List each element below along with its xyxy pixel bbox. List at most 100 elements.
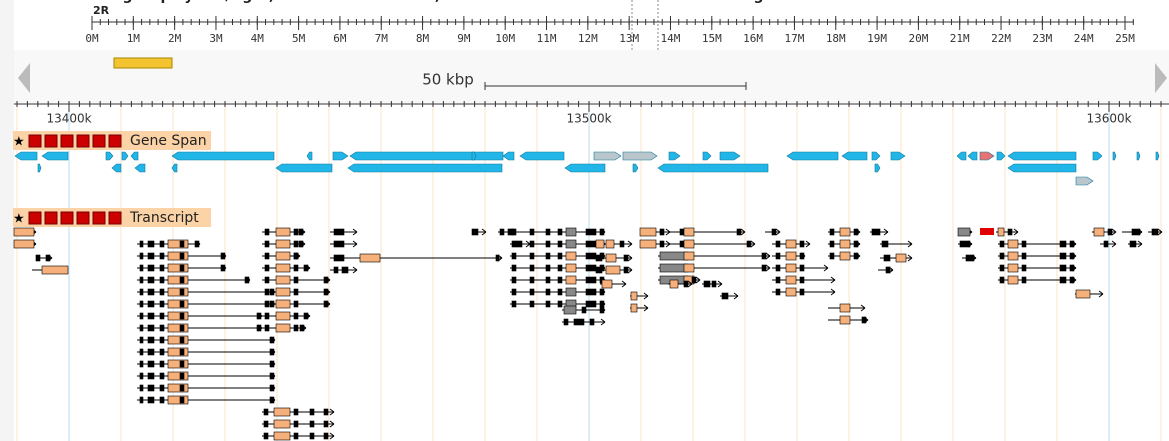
exon xyxy=(275,323,291,333)
track-button xyxy=(76,134,90,148)
exon xyxy=(333,254,341,262)
exon xyxy=(147,264,155,272)
exon xyxy=(323,288,329,296)
gene-span xyxy=(502,151,515,161)
scroll-right[interactable] xyxy=(1155,63,1167,93)
exon xyxy=(1069,252,1075,260)
exon xyxy=(139,264,144,272)
feature-area xyxy=(13,104,1163,441)
exon xyxy=(761,264,767,272)
exon xyxy=(309,408,315,416)
exon xyxy=(309,420,315,428)
strand-arrow xyxy=(830,288,836,296)
exon xyxy=(529,300,535,308)
exon xyxy=(264,324,270,332)
exon xyxy=(179,312,185,320)
exon xyxy=(139,276,144,284)
exon xyxy=(269,336,275,344)
exon xyxy=(293,324,299,332)
exon xyxy=(683,280,689,288)
strand-arrow xyxy=(695,276,701,284)
gene-span xyxy=(871,151,881,161)
track-name[interactable]: Transcript xyxy=(129,210,199,226)
exon xyxy=(511,264,517,272)
exon xyxy=(605,253,617,263)
exon xyxy=(775,264,781,272)
exon xyxy=(1059,252,1067,260)
exon xyxy=(167,359,189,369)
exon xyxy=(601,279,613,289)
exon xyxy=(139,372,144,380)
gene-span xyxy=(956,151,967,161)
exon xyxy=(179,324,185,332)
strand-arrow xyxy=(1013,228,1019,236)
exon xyxy=(323,420,329,428)
exon xyxy=(179,264,185,272)
exon xyxy=(573,318,585,326)
exon xyxy=(557,252,563,260)
exon xyxy=(799,276,805,284)
strand-arrow xyxy=(750,240,756,248)
track-name[interactable]: Gene Span xyxy=(130,133,207,149)
exon xyxy=(639,227,657,237)
strand-arrow xyxy=(627,240,633,248)
strand-arrow xyxy=(352,240,358,248)
gene-span xyxy=(471,151,477,161)
exon xyxy=(565,287,577,297)
exon xyxy=(293,312,299,320)
exon xyxy=(220,264,226,272)
exon xyxy=(1021,264,1027,272)
exon xyxy=(529,228,535,236)
exon xyxy=(139,384,144,392)
exon xyxy=(341,266,349,274)
overview-tick-label: 4M xyxy=(251,32,265,45)
track-star: ★ xyxy=(13,135,25,150)
detail-tick-label: 13500k xyxy=(566,112,611,126)
exon xyxy=(333,228,345,236)
gene-span xyxy=(657,163,769,173)
scale-label: 50 kbp xyxy=(422,71,474,89)
exon xyxy=(275,275,291,285)
exon xyxy=(529,276,535,284)
exon xyxy=(1069,240,1075,248)
exon xyxy=(871,228,881,236)
exon xyxy=(275,239,291,249)
gene-span xyxy=(632,163,639,173)
gene-span xyxy=(979,151,995,161)
strand-arrow xyxy=(352,266,358,274)
exon xyxy=(565,275,577,285)
exon xyxy=(293,276,299,284)
exon xyxy=(1007,228,1013,236)
exon xyxy=(1007,251,1019,261)
exon xyxy=(13,227,35,237)
exon xyxy=(565,227,577,237)
exon xyxy=(139,348,144,356)
strand-arrow xyxy=(805,240,811,248)
exon xyxy=(630,291,638,301)
exon xyxy=(885,266,891,274)
exon xyxy=(511,288,517,296)
scroll-left[interactable] xyxy=(18,63,30,93)
gene-span xyxy=(593,151,622,161)
exon xyxy=(293,420,299,428)
exon xyxy=(179,252,185,260)
gene-span xyxy=(1112,151,1117,161)
exon xyxy=(839,315,851,325)
exon xyxy=(293,264,299,272)
overview-tick-label: 16M xyxy=(743,32,763,45)
gene-span xyxy=(668,151,681,161)
exon xyxy=(999,252,1005,260)
exon xyxy=(1093,227,1105,237)
gene-span xyxy=(996,151,1006,161)
exon xyxy=(623,266,629,274)
track-button xyxy=(44,211,58,225)
overview-highlight[interactable] xyxy=(113,57,173,69)
gene-span xyxy=(967,151,978,161)
exon xyxy=(256,324,262,332)
exon xyxy=(595,239,605,249)
overview-tick-label: 7M xyxy=(375,32,389,45)
exon xyxy=(1151,228,1159,236)
exon xyxy=(775,252,781,260)
exon xyxy=(147,396,155,404)
exon xyxy=(293,432,299,440)
